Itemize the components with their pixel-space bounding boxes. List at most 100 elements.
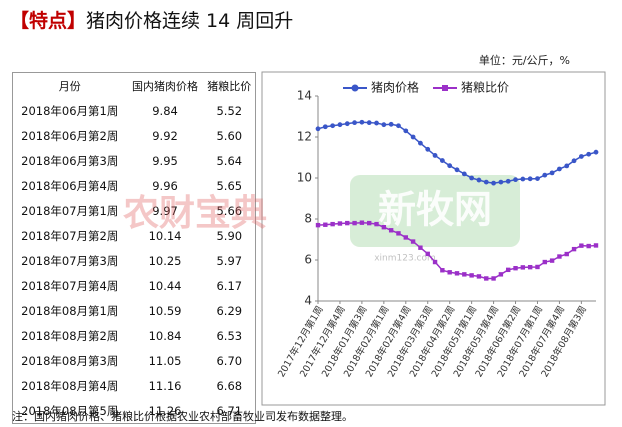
- table-cell: 9.92: [152, 128, 178, 143]
- data-point: [461, 171, 467, 177]
- table-cell: 5.97: [216, 253, 243, 268]
- title-text: 猪肉价格连续 14 周回升: [86, 10, 294, 32]
- table-header: 月份 国内猪肉价格 猪粮比价: [13, 73, 256, 99]
- data-point: [359, 119, 365, 125]
- table-cell: 9.84: [152, 103, 178, 118]
- table-cell: 6.71: [216, 403, 243, 418]
- watermark: xinm123.com: [374, 254, 436, 264]
- table-cell: 2018年08月第4周: [21, 378, 119, 393]
- table-cell: 2018年07月第1周: [21, 203, 119, 218]
- legend-marker: [442, 85, 448, 91]
- unit: 单位：元/公斤，%: [478, 54, 570, 67]
- watermark: 新牧网: [378, 188, 492, 232]
- x-tick-label: 2017年12月第4周: [297, 304, 348, 380]
- table-cell: 2018年08月第5周: [21, 403, 119, 418]
- table-row: 2018年08月第2周 10.84 6.53: [13, 323, 256, 348]
- data-point: [352, 220, 357, 226]
- data-point: [447, 270, 452, 275]
- data-point: [549, 258, 555, 263]
- table-cell: 10.44: [148, 278, 182, 293]
- legend-label: 猪粮比价: [461, 80, 509, 95]
- table-cell: 11.26: [148, 403, 182, 418]
- data-point: [439, 158, 445, 163]
- table-cell: 6.29: [216, 303, 243, 318]
- table-cell: 5.52: [216, 103, 243, 118]
- table-cell: 2018年07月第2周: [21, 228, 119, 243]
- x-tick-label: 2018年04月第2周: [407, 304, 458, 380]
- data-point: [410, 134, 416, 140]
- data-point: [374, 120, 379, 126]
- data-point: [396, 231, 401, 236]
- table-row: 2018年07月第4周 10.44 6.17: [13, 273, 256, 298]
- data-point: [535, 176, 540, 182]
- chart-frame: [261, 71, 606, 406]
- table-row: 2018年07月第2周 10.14 5.90: [13, 223, 256, 248]
- table-cell: 5.66: [216, 203, 243, 218]
- data-point: [593, 243, 599, 248]
- data-point: [549, 170, 555, 176]
- table-row: 2018年06月第4周 9.96 5.65: [13, 173, 256, 198]
- data-point: [322, 124, 328, 130]
- data-point: [571, 158, 577, 164]
- table-cell: 9.95: [152, 153, 178, 168]
- data-point: [491, 276, 496, 281]
- data-point: [447, 163, 453, 169]
- data-point: [374, 221, 379, 227]
- legend-marker: [351, 84, 359, 92]
- x-tick-label: 2018年02月第4周: [363, 304, 414, 380]
- data-point: [469, 175, 475, 181]
- data-point: [344, 121, 350, 127]
- legend-label: 猪肉价格: [371, 80, 419, 95]
- data-point: [557, 166, 562, 172]
- data-point: [513, 177, 518, 183]
- table-row: 2018年07月第1周 9.97 5.66: [13, 198, 256, 223]
- data-point: [454, 167, 460, 173]
- table-row: 2018年06月第2周 9.92 5.60: [13, 123, 256, 148]
- table-cell: 6.68: [216, 378, 243, 393]
- data-point: [586, 243, 591, 249]
- data-point: [403, 235, 408, 240]
- table-cell: 9.97: [152, 203, 178, 218]
- table-cell: 2018年08月第2周: [21, 328, 119, 343]
- y-tick-label: 8: [304, 212, 312, 226]
- data-point: [345, 220, 350, 226]
- table-row: 2018年07月第3周 10.25 5.97: [13, 248, 256, 273]
- footnote: 注：国内猪肉价格、猪粮比价根据农业农村部畜牧业司发布数据整理。: [12, 410, 353, 423]
- x-tick-label: 2018年02月第1周: [341, 304, 392, 380]
- data-point: [571, 246, 577, 252]
- data-point: [462, 272, 467, 277]
- table-cell: 2018年06月第3周: [21, 153, 119, 168]
- x-tick-label: 2017年12月第1周: [275, 304, 326, 380]
- title: 【特点】猪肉价格连续 14 周回升: [10, 6, 293, 33]
- data-point: [337, 221, 343, 226]
- data-point: [505, 178, 511, 184]
- data-point: [432, 153, 438, 158]
- data-point: [593, 149, 599, 155]
- data-point: [410, 239, 416, 244]
- table-body: 2018年06月第1周 9.84 5.52 2018年06月第2周 9.92 5.60 20…: [13, 98, 256, 424]
- column-header: 国内猪肉价格: [132, 79, 199, 93]
- data-point: [579, 243, 584, 248]
- data-point: [440, 268, 445, 273]
- table-cell: 2018年06月第2周: [21, 128, 119, 143]
- data-point: [366, 120, 372, 126]
- column-header: 月份: [58, 79, 81, 93]
- x-tick-label: 2018年05月第4周: [451, 304, 502, 380]
- x-tick-label: 2018年07月第4周: [517, 304, 568, 380]
- table-cell: 5.90: [216, 228, 243, 243]
- table-cell: 6.53: [216, 328, 243, 343]
- x-tick-label: 2018年08月第3周: [539, 304, 590, 380]
- data-table: 月份 国内猪肉价格 猪粮比价 2018年06月第1周 9.84 5.52 2018年06月第…: [12, 72, 256, 424]
- data-point: [498, 272, 504, 277]
- data-point: [454, 271, 460, 276]
- data-point: [476, 274, 482, 279]
- data-point: [315, 126, 321, 132]
- table-cell: 11.05: [148, 353, 182, 368]
- table-cell: 10.25: [148, 253, 182, 268]
- data-point: [425, 146, 431, 152]
- data-point: [330, 221, 335, 227]
- table-row: 2018年08月第1周 10.59 6.29: [13, 298, 256, 323]
- x-tick-label: 2018年07月第1周: [495, 304, 546, 380]
- data-point: [564, 163, 570, 169]
